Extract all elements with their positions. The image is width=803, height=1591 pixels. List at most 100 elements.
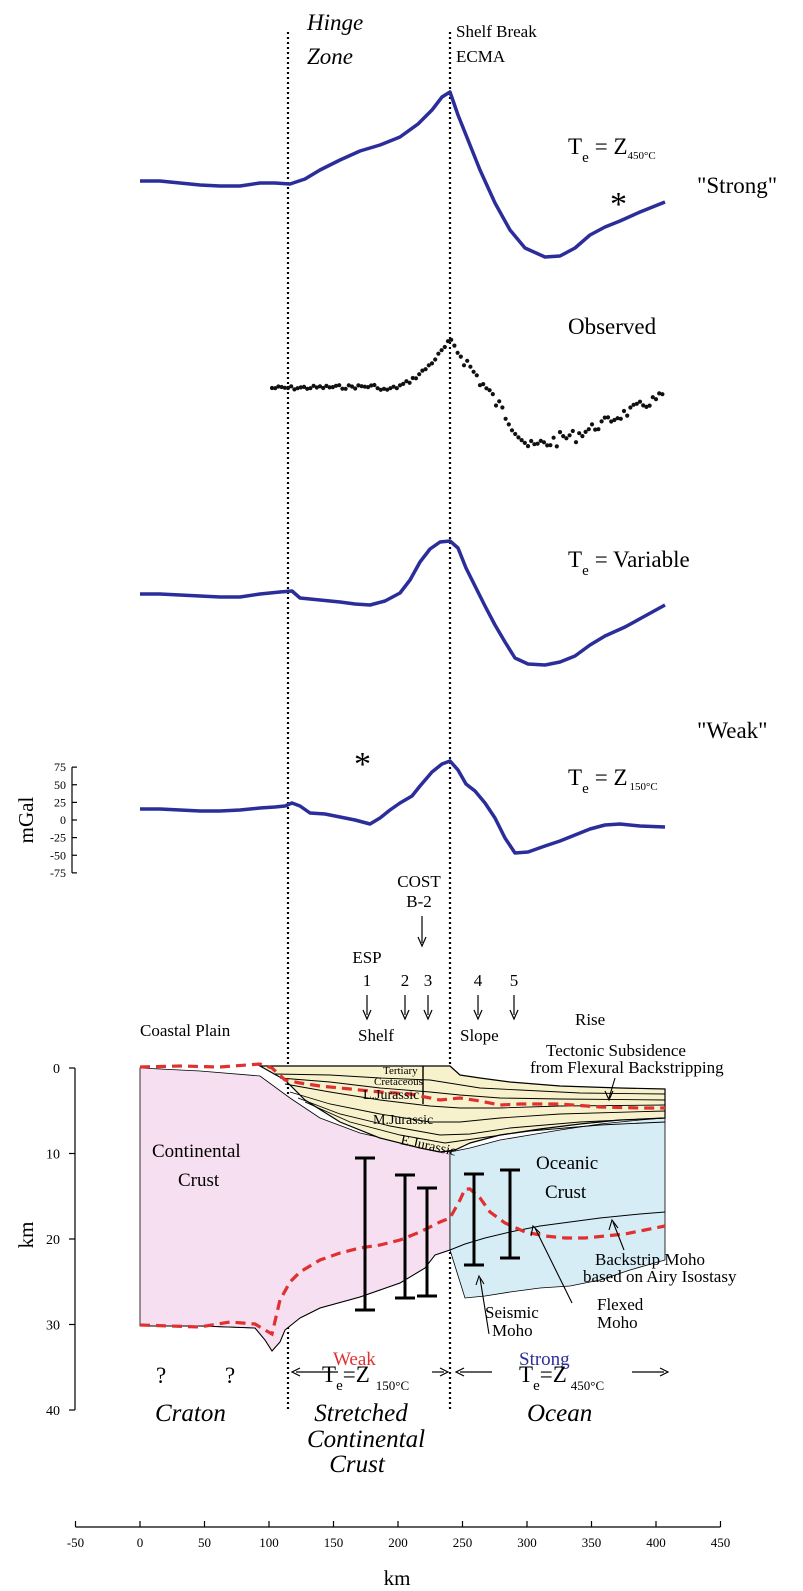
observed-point — [548, 443, 552, 447]
well-number: 1 — [363, 971, 372, 990]
observed-point — [568, 433, 572, 437]
depth-tick-label: 10 — [46, 1148, 60, 1163]
gravity-tick-label: 0 — [60, 813, 66, 827]
observed-point — [625, 414, 629, 418]
x-tick-label: 0 — [137, 1535, 144, 1550]
oceanic-label: Oceanic — [536, 1153, 598, 1174]
airy-isostasy-label: based on Airy Isostasy — [583, 1267, 737, 1286]
observed-gravity-points — [270, 338, 665, 449]
observed-point — [456, 351, 460, 355]
cost-label: COST — [397, 872, 441, 891]
te-bottom-right: Te=Z 450°C — [456, 1362, 668, 1394]
observed-point — [430, 361, 434, 365]
observed-point — [395, 386, 399, 390]
observed-point — [577, 431, 581, 435]
gravity-tick-label: 25 — [54, 795, 66, 809]
cost-arrow — [418, 916, 426, 946]
gravity-tick-label: -25 — [50, 831, 66, 845]
observed-point — [475, 373, 479, 377]
observed-point — [606, 415, 610, 419]
observed-point — [353, 386, 357, 390]
zone-label: Zone — [307, 44, 353, 69]
x-tick-label: 200 — [388, 1535, 408, 1550]
observed-point — [504, 417, 508, 421]
observed-point — [529, 439, 533, 443]
flexural-backstripping-label: from Flexural Backstripping — [530, 1058, 724, 1077]
seismic-moho-label: Moho — [492, 1321, 533, 1340]
gravity-tick-label: 50 — [54, 778, 66, 792]
observed-point — [507, 422, 511, 426]
x-tick-label: 350 — [582, 1535, 602, 1550]
observed-point — [481, 382, 485, 386]
b2-label: B-2 — [406, 892, 432, 911]
observed-point — [494, 403, 498, 407]
observed-point — [424, 367, 428, 371]
oceanic-crust-label: Crust — [545, 1182, 587, 1203]
observed-point — [516, 435, 520, 439]
observed-point — [344, 387, 348, 391]
x-axis: -50 0 50 100 150 200 250 300 350 400 450 — [67, 1521, 730, 1550]
x-axis-label: km — [384, 1566, 411, 1590]
observed-point — [401, 382, 405, 386]
observed-point — [417, 372, 421, 376]
observed-point — [622, 409, 626, 413]
flexed-moho-label: Moho — [597, 1313, 638, 1332]
flexed-label: Flexed — [597, 1295, 644, 1314]
observed-point — [408, 381, 412, 385]
esp-label: ESP — [352, 948, 381, 967]
observed-point — [433, 357, 437, 361]
shelf-label: Shelf — [358, 1026, 394, 1045]
strong-quote-label: "Strong" — [697, 173, 777, 198]
observed-point — [337, 383, 341, 387]
observed-point — [619, 417, 623, 421]
observed-point — [600, 419, 604, 423]
observed-point — [449, 338, 453, 342]
ljurassic-label: L.Jurassic — [363, 1088, 419, 1103]
observed-point — [654, 397, 658, 401]
gravity-axis: 7550250-25-50-75 — [50, 760, 77, 880]
observed-point — [536, 442, 540, 446]
ecma-label: ECMA — [456, 47, 506, 66]
x-tick-label: 250 — [453, 1535, 473, 1550]
x-tick-label: 100 — [259, 1535, 279, 1550]
rise-label: Rise — [575, 1010, 605, 1029]
continental-region-label: Continental — [307, 1426, 425, 1453]
observed-point — [628, 405, 632, 409]
depth-tick-label: 0 — [53, 1062, 60, 1077]
observed-point — [436, 352, 440, 356]
x-tick-label: 400 — [646, 1535, 666, 1550]
strong-gravity-curve — [140, 92, 665, 257]
strong-te-T: Te = Z450°C — [568, 134, 656, 166]
observed-point — [520, 438, 524, 442]
observed-point — [542, 440, 546, 444]
observed-point — [443, 345, 447, 349]
observed-point — [465, 359, 469, 363]
observed-point — [372, 383, 376, 387]
observed-point — [440, 348, 444, 352]
observed-point — [523, 441, 527, 445]
depth-axis-label: km — [14, 1222, 38, 1249]
depth-tick-label: 30 — [46, 1319, 60, 1334]
continental-crust-label: Crust — [178, 1170, 220, 1191]
observed-point — [472, 370, 476, 374]
continental-label: Continental — [152, 1141, 241, 1162]
svg-text:Te=Z450°C: Te=Z 450°C — [519, 1362, 604, 1394]
observed-label: Observed — [568, 314, 657, 339]
coastal-plain-label: Coastal Plain — [140, 1021, 231, 1040]
x-tick-label: 300 — [517, 1535, 537, 1550]
craton-label: Craton — [155, 1400, 226, 1427]
observed-point — [289, 384, 293, 388]
x-tick-label: -50 — [67, 1535, 84, 1550]
strong-star: * — [610, 186, 627, 223]
depth-axis: 010203040 — [46, 1062, 75, 1419]
observed-point — [571, 429, 575, 433]
gravity-tick-label: -50 — [50, 848, 66, 862]
shelf-break-label: Shelf Break — [456, 22, 537, 41]
cretaceous-label: Cretaceous — [374, 1076, 423, 1088]
well-number: 5 — [510, 971, 519, 990]
question-mark-1: ? — [156, 1363, 166, 1388]
slope-label: Slope — [460, 1026, 499, 1045]
observed-point — [491, 392, 495, 396]
observed-point — [488, 388, 492, 392]
